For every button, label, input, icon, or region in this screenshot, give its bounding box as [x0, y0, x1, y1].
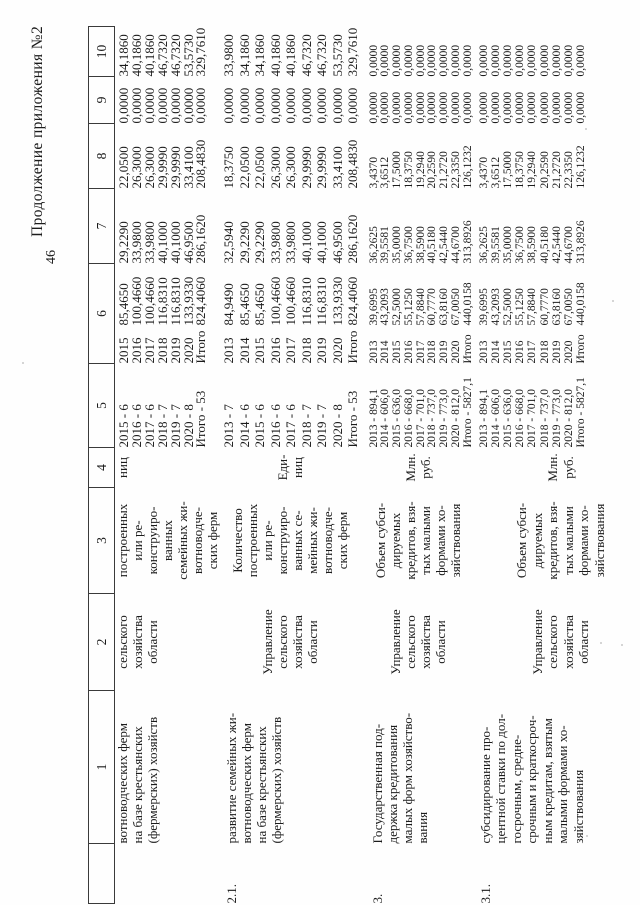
col7-values-cell: 29,2290 33,9800 33,9800 40,1000 40,1000 …	[116, 214, 209, 264]
scan-speckle	[22, 362, 24, 364]
col8-values-cell: 18,3750 22,0500 22,0500 26,3000 26,3000 …	[221, 139, 360, 189]
col9-values-cell: 0,0000 0,0000 0,0000 0,0000 0,0000 0,000…	[477, 91, 588, 124]
yearly-targets-cell: 2013 - 894,1 2014 - 606,0 2015 - 636,0 2…	[367, 377, 474, 448]
column-header-8: 8	[88, 123, 115, 189]
measure-name-cell: субсидирование про- центной ставки по до…	[477, 713, 586, 844]
col9-values-cell: 0,0000 0,0000 0,0000 0,0000 0,0000 0,000…	[116, 87, 209, 124]
column-header-7: 7	[88, 188, 115, 264]
unit-cell: ниц	[115, 457, 130, 478]
table-row-3-1: 3.1. субсидирование про- центной ставки …	[475, 27, 640, 904]
executor-cell: Управление сельского хозяйства области	[387, 609, 448, 675]
scan-speckle	[612, 300, 614, 302]
executor-cell: Управление сельского хозяйства области	[260, 609, 321, 675]
scan-speckle	[585, 128, 587, 130]
measure-name-cell: вотноводческих ферм на базе крестьянских…	[115, 716, 160, 844]
yearly-targets-cell: 2015 - 6 2016 - 6 2017 - 6 2018 - 7 2019…	[116, 390, 209, 448]
indicator-cell: Объем субси- дируемых кредитов, взя- тых…	[514, 501, 607, 580]
appendix-header-title: Продолжение приложения №2	[29, 25, 46, 237]
scan-speckle	[586, 835, 588, 837]
table-row-2-1: 2.1. развитие семейных жи- вотноводчески…	[220, 27, 361, 904]
indicator-cell: Количество построенных или ре- конструир…	[230, 503, 351, 578]
column-header-4: 4	[88, 447, 115, 488]
row-number-cell: 2.1.	[224, 884, 239, 904]
column-header-5: 5	[88, 363, 115, 448]
col10-values-cell: 34,1860 40,1860 40,1860 46,7320 46,7320 …	[116, 27, 209, 77]
col8-values-cell: 3,4370 3,6512 17,5000 18,3750 19,2940 20…	[367, 145, 474, 189]
years-cell: 2015 2016 2017 2018 2019 2020 Итого	[116, 330, 209, 364]
col8-values-cell: 3,4370 3,6512 17,5000 18,3750 19,2940 20…	[477, 145, 588, 189]
col10-values-cell: 0,0000 0,0000 0,0000 0,0000 0,0000 0,000…	[477, 44, 588, 77]
yearly-targets-cell: 2013 - 894,1 2014 - 606,0 2015 - 636,0 2…	[477, 377, 588, 448]
page-number: 46	[44, 250, 59, 264]
scan-speckle	[600, 642, 602, 644]
col7-values-cell: 32,5940 29,2290 29,2290 33,9800 33,9800 …	[221, 214, 360, 264]
column-header-6: 6	[88, 263, 115, 364]
col8-values-cell: 22,0500 26,3000 26,3000 29,9990 29,9990 …	[116, 139, 209, 189]
column-header-2: 2	[88, 593, 115, 691]
row-number-cell: 3.	[369, 893, 385, 904]
indicator-cell: построенных или ре- конструиро- ванных с…	[115, 501, 220, 580]
executor-cell: Управление сельского хозяйства области	[529, 609, 592, 675]
col9-values-cell: 0,0000 0,0000 0,0000 0,0000 0,0000 0,000…	[367, 91, 474, 124]
column-header-1: 1	[88, 690, 115, 844]
scan-speckle	[36, 78, 38, 80]
col10-values-cell: 0,0000 0,0000 0,0000 0,0000 0,0000 0,000…	[367, 44, 474, 77]
col6-values-cell: 84,9490 85,4650 85,4650 100,4660 100,466…	[221, 276, 360, 326]
row-number-cell: 3.1.	[477, 884, 493, 904]
column-header-num	[88, 843, 115, 904]
col6-values-cell: 39,6995 43,2093 52,5000 55,1250 57,8840 …	[477, 282, 588, 326]
column-header-9: 9	[88, 76, 115, 124]
executor-cell: сельского хозяйства области	[115, 615, 160, 669]
indicator-cell: Объем субси- дируемых кредитов, взя- тых…	[372, 501, 463, 580]
row-number-cell	[115, 844, 221, 904]
column-header-10: 10	[88, 26, 115, 77]
table-row-continuation: вотноводческих ферм на базе крестьянских…	[115, 27, 221, 904]
years-cell: 2013 2014 2015 2016 2017 2018 2019 2020 …	[367, 334, 474, 364]
col7-values-cell: 36,2625 39,5581 35,0000 36,7500 38,5900 …	[367, 220, 474, 264]
col10-values-cell: 33,9800 34,1860 34,1860 40,1860 40,1860 …	[221, 27, 360, 77]
years-cell: 2013 2014 2015 2016 2017 2018 2019 2020 …	[221, 330, 360, 364]
col9-values-cell: 0,0000 0,0000 0,0000 0,0000 0,0000 0,000…	[221, 87, 360, 124]
col6-values-cell: 85,4650 100,4660 100,4660 116,8310 116,8…	[116, 276, 209, 326]
measure-name-cell: Государственная под- держка кредитования…	[369, 712, 430, 844]
years-cell: 2013 2014 2015 2016 2017 2018 2019 2020 …	[477, 334, 588, 364]
yearly-targets-cell: 2013 - 7 2014 - 6 2015 - 6 2016 - 6 2017…	[221, 390, 360, 448]
column-header-3: 3	[88, 487, 115, 594]
table-row-3: 3. Государственная под- держка кредитова…	[361, 27, 475, 904]
table-header-row: 1 2 3 4 5 6 7 8 9 10	[88, 26, 115, 904]
unit-cell: Еди- ниц	[275, 454, 306, 481]
scan-speckle	[621, 644, 623, 646]
appendix-table: 1 2 3 4 5 6 7 8 9 10 вотноводческих ферм…	[88, 26, 640, 904]
col7-values-cell: 36,2625 39,5581 35,0000 36,7500 38,5900 …	[477, 220, 588, 264]
col6-values-cell: 39,6995 43,2093 52,5000 55,1250 57,8840 …	[367, 282, 474, 326]
measure-name-cell: развитие семейных жи- вотноводческих фер…	[224, 712, 284, 844]
unit-cell: Млн. руб.	[545, 453, 576, 482]
unit-cell: Млн. руб.	[402, 453, 433, 482]
